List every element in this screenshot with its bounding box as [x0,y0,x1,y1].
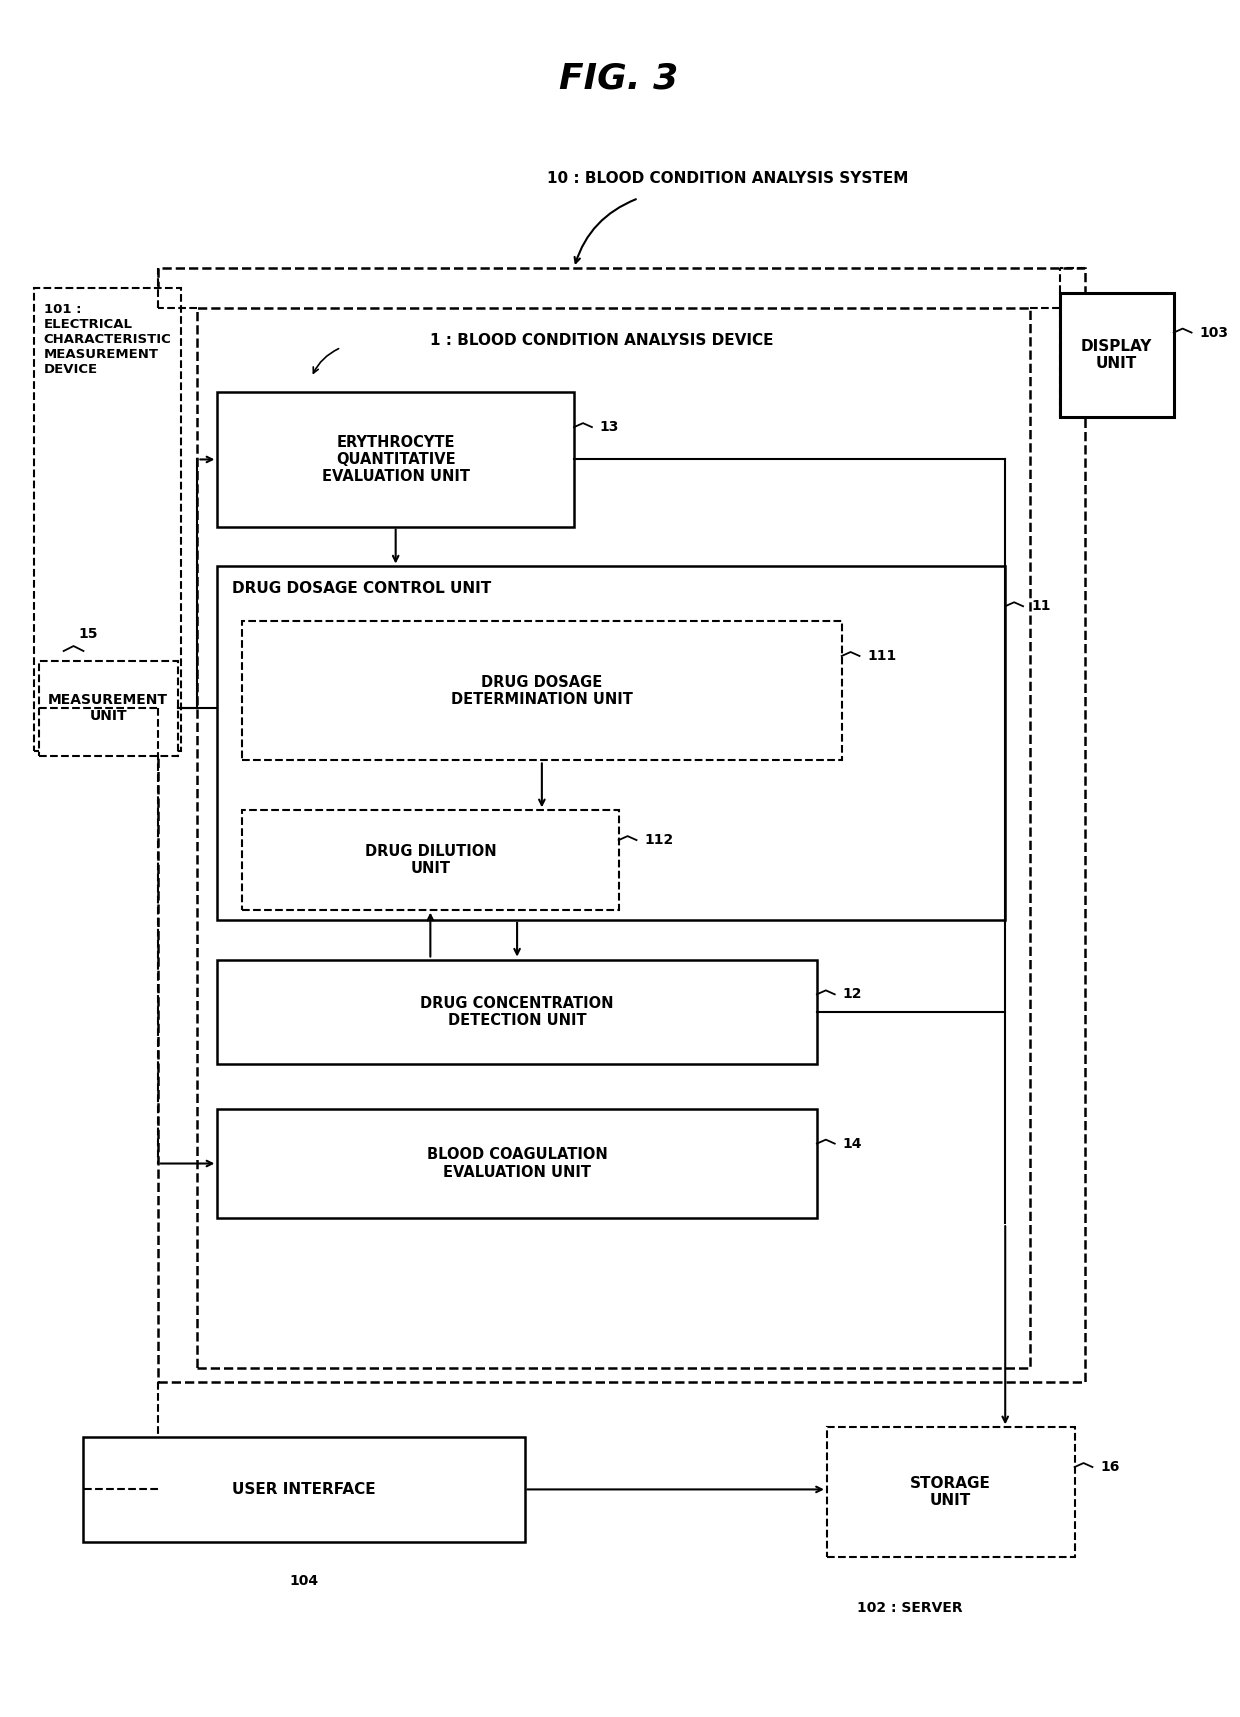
Text: ERYTHROCYTE
QUANTITATIVE
EVALUATION UNIT: ERYTHROCYTE QUANTITATIVE EVALUATION UNIT [321,434,470,484]
Text: DRUG DOSAGE CONTROL UNIT: DRUG DOSAGE CONTROL UNIT [232,582,491,596]
Bar [217,391,574,527]
Text: DRUG DOSAGE
DETERMINATION UNIT: DRUG DOSAGE DETERMINATION UNIT [451,675,632,707]
Text: 112: 112 [645,833,673,846]
Text: DRUG DILUTION
UNIT: DRUG DILUTION UNIT [365,843,496,876]
Bar [38,661,177,755]
Bar [157,268,1085,1382]
Text: MEASUREMENT
UNIT: MEASUREMENT UNIT [48,694,169,723]
Text: DRUG CONCENTRATION
DETECTION UNIT: DRUG CONCENTRATION DETECTION UNIT [420,996,614,1028]
Text: 15: 15 [78,627,98,640]
Bar [33,288,181,750]
Bar [242,810,619,910]
Text: 16: 16 [1100,1459,1120,1473]
Text: 104: 104 [289,1574,319,1588]
Bar [197,307,1030,1367]
Text: 11: 11 [1030,599,1050,613]
Bar [1060,294,1174,417]
Text: 1 : BLOOD CONDITION ANALYSIS DEVICE: 1 : BLOOD CONDITION ANALYSIS DEVICE [430,333,774,347]
Text: BLOOD COAGULATION
EVALUATION UNIT: BLOOD COAGULATION EVALUATION UNIT [427,1147,608,1180]
Text: DISPLAY
UNIT: DISPLAY UNIT [1081,338,1152,371]
Text: 101 :
ELECTRICAL
CHARACTERISTIC
MEASUREMENT
DEVICE: 101 : ELECTRICAL CHARACTERISTIC MEASUREM… [43,302,171,376]
Text: 111: 111 [868,649,897,663]
Bar [242,622,842,761]
Bar [217,1109,817,1219]
Bar [217,567,1006,920]
Text: USER INTERFACE: USER INTERFACE [232,1482,376,1497]
Bar [83,1437,525,1542]
Text: 12: 12 [843,987,862,1001]
Text: 103: 103 [1199,326,1229,340]
Bar [827,1427,1075,1557]
Text: 13: 13 [600,421,619,434]
Text: STORAGE
UNIT: STORAGE UNIT [910,1475,991,1508]
Text: 102 : SERVER: 102 : SERVER [857,1602,962,1616]
Bar [217,960,817,1065]
Text: FIG. 3: FIG. 3 [559,62,678,96]
Text: 14: 14 [843,1137,862,1150]
Text: 10 : BLOOD CONDITION ANALYSIS SYSTEM: 10 : BLOOD CONDITION ANALYSIS SYSTEM [547,170,909,185]
